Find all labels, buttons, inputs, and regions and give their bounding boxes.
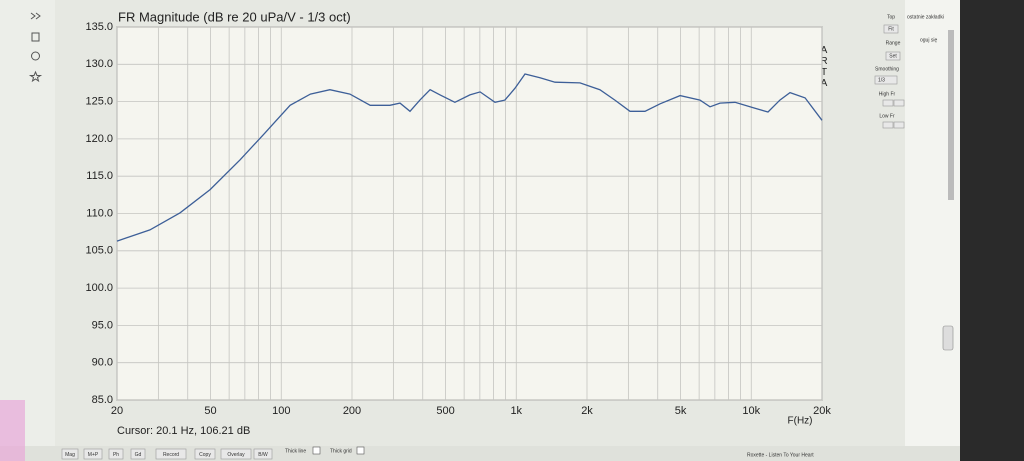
- x-tick-label: 100: [272, 405, 290, 417]
- panel-label: Low Fr: [879, 113, 895, 119]
- sidebar: [0, 0, 55, 461]
- ui: Top Fit Range Set Smoothing 1/3 High Fr Low Fr M…: [61, 14, 944, 460]
- cursor-readout: Cursor: 20.1 Hz, 106.21 dB: [117, 425, 250, 437]
- y-tick-label: 100.0: [85, 282, 113, 294]
- toolbar-button[interactable]: [61, 448, 79, 460]
- icon[interactable]: [28, 70, 43, 83]
- panel-button[interactable]: [874, 75, 898, 85]
- y-tick-label: 90.0: [92, 357, 113, 369]
- toolbar-label: Ph: [113, 452, 119, 458]
- toolbar-label: Gd: [135, 452, 142, 458]
- x-tick-label: 2k: [581, 405, 593, 417]
- toolbar-button[interactable]: [220, 448, 252, 460]
- toolbar-button[interactable]: [83, 448, 103, 460]
- panel-label: Fit: [888, 26, 894, 32]
- toolbar-label: Mag: [65, 452, 75, 458]
- x-tick-label: 200: [343, 405, 361, 417]
- panel-label: Range: [886, 40, 901, 46]
- toolbar-button[interactable]: [194, 448, 216, 460]
- arrow-button[interactable]: [882, 99, 894, 107]
- toolbar-label: Overlay: [227, 452, 245, 458]
- fr-line: [116, 73, 823, 242]
- plot: 85.0 90.0 95.0 100.0 105.0 110.0 115.0 120.0 125…: [85, 21, 831, 417]
- toolbar-label: Copy: [199, 452, 211, 458]
- toolbar-label: Record: [163, 452, 179, 458]
- toolbar-button[interactable]: [155, 448, 187, 460]
- y-tick-label: 115.0: [86, 170, 113, 182]
- browser-text: oguj się: [920, 37, 937, 43]
- watermark: ARTA: [819, 45, 830, 89]
- checkbox[interactable]: [356, 446, 365, 455]
- arrow-button[interactable]: [893, 99, 905, 107]
- x-tick-label: 20k: [813, 405, 831, 417]
- photo-object: [0, 400, 25, 461]
- x-axis-label: F(Hz): [788, 416, 813, 427]
- y-tick-label: 135.0: [85, 21, 113, 33]
- checkbox-label: Thick line: [285, 448, 306, 454]
- panel-label: Top: [887, 14, 895, 20]
- y-tick-label: 95.0: [92, 319, 113, 331]
- x-tick-label: 50: [204, 405, 216, 417]
- y-tick-label: 120.0: [85, 133, 113, 145]
- toolbar-button[interactable]: [130, 448, 146, 460]
- checkbox-label: Thick grid: [330, 448, 352, 454]
- toolbar-label: M+P: [88, 452, 99, 458]
- x-tick-label: 500: [436, 405, 454, 417]
- sidebar-icons: [28, 12, 43, 83]
- panel-label: Smoothing: [875, 66, 899, 72]
- icon[interactable]: [31, 51, 40, 61]
- y-tick-label: 110.0: [86, 207, 113, 219]
- browser-text: ostatnie zakładki: [907, 14, 944, 20]
- panel-label: 1/3: [878, 77, 885, 83]
- arrow-button[interactable]: [893, 121, 905, 129]
- panel-label: High Fr: [879, 91, 896, 97]
- panel-label: Set: [889, 53, 897, 59]
- chart-title: FR Magnitude (dB re 20 uPa/V - 1/3 oct): [118, 9, 351, 24]
- icon[interactable]: [31, 32, 40, 42]
- y-tick-label: 125.0: [85, 96, 113, 108]
- toolbar-button[interactable]: [253, 448, 273, 460]
- side-widget[interactable]: [942, 325, 954, 351]
- x-tick-label: 10k: [742, 405, 760, 417]
- y-tick-label: 130.0: [85, 58, 113, 70]
- panel-button[interactable]: [883, 24, 899, 34]
- toolbar-button[interactable]: [108, 448, 124, 460]
- x-tick-label: 5k: [675, 405, 687, 417]
- y-tick-label: 105.0: [85, 245, 113, 257]
- x-tick-label: 1k: [510, 405, 522, 417]
- toolbar-label: B/W: [258, 452, 268, 458]
- panel-button[interactable]: [885, 51, 901, 61]
- x-tick-label: 20: [111, 405, 123, 417]
- scrollbar: [948, 30, 954, 200]
- arrow-button[interactable]: [882, 121, 894, 129]
- y-tick-label: 85.0: [92, 394, 113, 406]
- checkbox[interactable]: [312, 446, 321, 455]
- icon[interactable]: [30, 12, 41, 20]
- browser-text: Roxette - Listen To Your Heart: [747, 452, 814, 458]
